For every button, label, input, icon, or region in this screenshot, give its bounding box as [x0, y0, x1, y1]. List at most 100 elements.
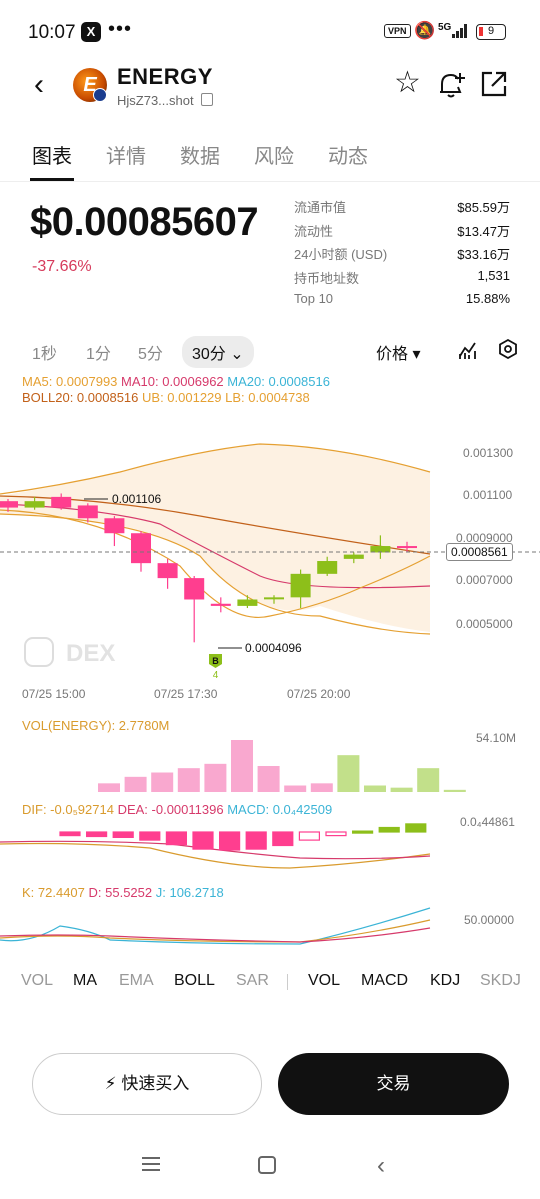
- y-tick: 0.0005000: [456, 617, 513, 631]
- timeframe-5m[interactable]: 5分: [138, 346, 163, 363]
- tab-risk[interactable]: 风险: [254, 146, 294, 168]
- volume-bar: [124, 776, 147, 792]
- volume-bar: [417, 768, 440, 792]
- candle-body: [264, 597, 284, 600]
- volume-bar: [204, 763, 227, 792]
- quick-buy-button[interactable]: ⚡ 快速买入: [32, 1053, 262, 1115]
- indicator-tab-boll[interactable]: BOLL: [174, 972, 215, 989]
- volume-bar: [177, 768, 200, 792]
- indicator-tab-ma[interactable]: MA: [73, 972, 97, 989]
- candle-body: [157, 563, 178, 579]
- stat-label: 流通市值: [294, 200, 347, 215]
- indicator-tab-vol[interactable]: VOL: [21, 972, 54, 989]
- volume-bar: [310, 783, 333, 792]
- candle-body: [290, 573, 311, 598]
- price-change: -37.66%: [32, 258, 92, 275]
- indicator-tab-skdj[interactable]: SKDJ: [480, 972, 521, 989]
- macd-bar: [219, 831, 241, 851]
- macd-bar: [245, 831, 267, 850]
- nav-back-icon[interactable]: ‹: [377, 1152, 385, 1179]
- x-tick: 07/25 17:30: [154, 687, 218, 701]
- kdj-chart: [0, 907, 431, 945]
- home-icon[interactable]: [258, 1156, 276, 1174]
- stat-value: 15.88%: [465, 291, 510, 306]
- candle-body: [370, 546, 391, 553]
- macd-chart: [0, 823, 431, 869]
- dif-value: DIF: -0.0₅92714: [22, 802, 114, 817]
- dea-line: [0, 840, 431, 860]
- chart-settings-icon[interactable]: [498, 339, 518, 359]
- x-app-icon: X: [81, 22, 101, 42]
- ma20-value: MA20: 0.0008516: [227, 374, 330, 389]
- status-bar: 10:07 X ••• VPN 🔕 5G 9: [0, 0, 540, 60]
- vpn-icon: VPN: [384, 24, 411, 38]
- lightning-icon: ⚡: [104, 1074, 117, 1093]
- back-icon[interactable]: ‹: [34, 68, 44, 101]
- x-tick: 07/25 20:00: [287, 687, 351, 701]
- volume-bar: [337, 755, 360, 792]
- current-price-tag: 0.0008561: [446, 543, 513, 561]
- more-notifications-icon: •••: [108, 18, 133, 40]
- tab-chart[interactable]: 图表: [32, 146, 72, 168]
- timeframe-1m[interactable]: 1分: [86, 346, 111, 363]
- stat-label: 24小时额 (USD): [294, 247, 388, 262]
- indicator-tab-vol-sub[interactable]: VOL: [308, 972, 341, 989]
- indicator-tab-ema[interactable]: EMA: [119, 972, 154, 989]
- ub-value: UB: 0.001229: [142, 390, 222, 405]
- dex-watermark: DEX: [66, 640, 115, 667]
- boll-value: BOLL20: 0.0008516: [22, 390, 139, 405]
- tab-data[interactable]: 数据: [180, 146, 220, 168]
- tab-activity[interactable]: 动态: [328, 146, 368, 168]
- macd-axis: 0.0₄44861: [460, 815, 515, 829]
- x-tick: 07/25 15:00: [22, 687, 86, 701]
- candle-body: [237, 599, 258, 606]
- macd-bar: [112, 831, 134, 839]
- active-tab-indicator: [30, 178, 74, 181]
- chart-type-icon[interactable]: [458, 340, 478, 360]
- signal-icon: [452, 24, 467, 38]
- tab-details[interactable]: 详情: [106, 146, 146, 168]
- price-type-dropdown[interactable]: 价格 ▾: [376, 346, 421, 363]
- ma5-line: [0, 509, 431, 618]
- j-value: J: 106.2718: [155, 885, 224, 900]
- macd-bar: [272, 831, 294, 847]
- high-price-label: 0.001106: [112, 492, 161, 506]
- stat-value: $13.47万: [457, 223, 510, 239]
- bollinger-band-fill: [0, 444, 430, 632]
- candle-body: [184, 578, 205, 600]
- d-value: D: 55.5252: [88, 885, 153, 900]
- favorite-star-icon[interactable]: ☆: [394, 66, 421, 99]
- candle-body: [77, 505, 98, 519]
- chain-badge-icon: [93, 88, 107, 102]
- low-price-label: 0.0004096: [245, 641, 302, 655]
- stat-label: 流动性: [294, 223, 334, 239]
- copy-icon[interactable]: [201, 93, 213, 106]
- timeframe-30m[interactable]: 30分 ⌄: [182, 336, 254, 368]
- stat-value: $33.16万: [457, 247, 510, 262]
- main-tabs: 图表 详情 数据 风险 动态: [0, 136, 540, 182]
- candlestick-chart[interactable]: 0.001106 0.0004096 B 4 DEX: [0, 406, 540, 680]
- volume-bar: [364, 785, 386, 792]
- indicator-tab-sar[interactable]: SAR: [236, 972, 269, 989]
- y-tick: 0.0009000: [456, 531, 513, 545]
- timeframe-1s[interactable]: 1秒: [32, 346, 57, 363]
- buy-marker-icon: [209, 654, 222, 668]
- macd-legend: DIF: -0.0₅92714 DEA: -0.00011396 MACD: 0…: [22, 802, 332, 817]
- macd-bar: [165, 831, 187, 846]
- volume-bar: [284, 785, 307, 792]
- recent-apps-icon[interactable]: [142, 1156, 160, 1172]
- share-icon[interactable]: [480, 70, 508, 98]
- volume-chart: [98, 740, 466, 792]
- kdj-legend: K: 72.4407 D: 55.5252 J: 106.2718: [22, 885, 224, 900]
- network-type: 5G: [438, 22, 452, 33]
- trade-button[interactable]: 交易: [278, 1053, 509, 1115]
- j-line: [0, 907, 431, 945]
- battery-icon: 9: [476, 24, 506, 40]
- candle-body: [104, 518, 125, 534]
- indicator-tab-macd[interactable]: MACD: [361, 972, 409, 989]
- volume-bar: [151, 772, 174, 792]
- indicator-tab-kdj[interactable]: KDJ: [430, 972, 461, 989]
- buy-marker-count: 4: [213, 670, 219, 680]
- add-alert-bell-icon[interactable]: [436, 70, 466, 100]
- stat-label: Top 10: [294, 291, 334, 306]
